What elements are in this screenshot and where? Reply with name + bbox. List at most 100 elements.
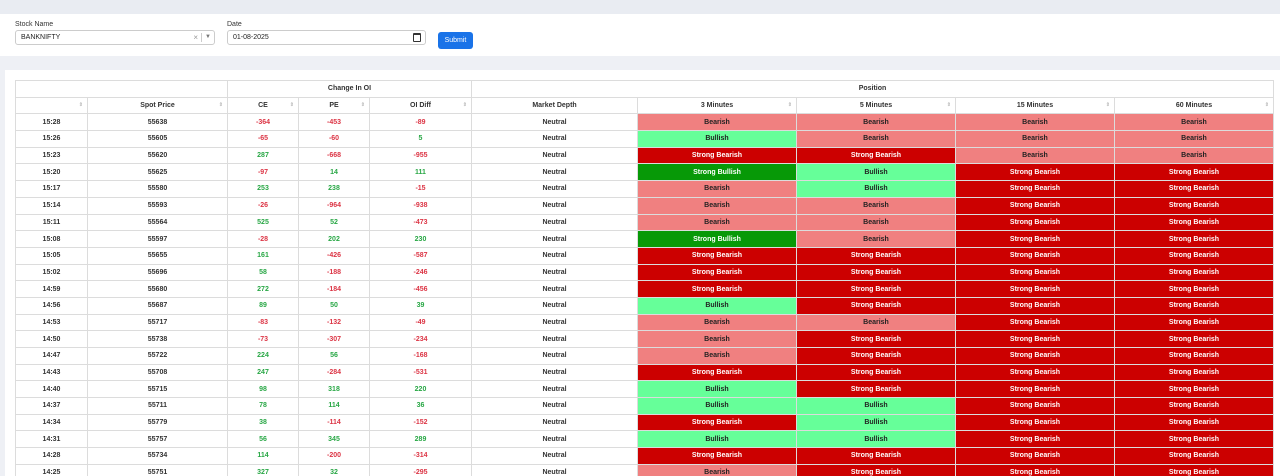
position-60min-cell: Strong Bearish [1114, 463, 1274, 476]
oi-diff-cell: -168 [369, 347, 472, 365]
position-5min-cell: Strong Bearish [796, 296, 956, 315]
table-row: 14:37 55711 78 114 36 Neutral Bullish Bullish St… [15, 397, 1274, 415]
clear-icon[interactable]: × [193, 33, 198, 42]
oi-diff-cell: -456 [369, 280, 472, 298]
position-15min-cell: Strong Bearish [955, 196, 1115, 215]
time-cell: 15:20 [15, 163, 88, 182]
col-header-60-minutes[interactable]: 60 Minutes ⇕ [1114, 96, 1274, 115]
col-header-spot-price[interactable]: Spot Price ⇕ [87, 96, 228, 115]
sort-icon[interactable]: ⇕ [462, 101, 467, 108]
group-header-row: Change In OI Position [15, 80, 1274, 98]
position-5min-cell: Bearish [796, 130, 956, 148]
position-3min-cell: Strong Bearish [637, 263, 797, 282]
market-depth-cell: Neutral [471, 296, 638, 315]
ce-cell: -364 [227, 113, 299, 132]
position-15min-cell: Bearish [955, 130, 1115, 148]
table-row: 15:26 55605 -65 -60 5 Neutral Bullish Bearish Be… [15, 130, 1274, 148]
position-60min-cell: Strong Bearish [1114, 263, 1274, 282]
position-5min-cell: Bullish [796, 180, 956, 198]
table-row: 14:43 55708 247 -284 -531 Neutral Strong Beari… [15, 363, 1274, 382]
table-body: 15:28 55638 -364 -453 -89 Neutral Bearish Beari… [15, 113, 1274, 476]
ce-cell: 224 [227, 347, 299, 365]
chevron-down-icon[interactable]: ▼ [205, 34, 211, 40]
pe-cell: -426 [298, 246, 370, 265]
position-15min-cell: Strong Bearish [955, 413, 1115, 432]
table-row: 14:53 55717 -83 -132 -49 Neutral Bearish Bearis… [15, 313, 1274, 332]
time-cell: 14:43 [15, 363, 88, 382]
market-depth-cell: Neutral [471, 447, 638, 465]
col-header-market-depth: Market Depth [471, 96, 638, 115]
market-depth-cell: Neutral [471, 196, 638, 215]
spot-price-cell: 55680 [87, 280, 228, 298]
sort-icon[interactable]: ⇕ [787, 101, 792, 108]
market-depth-cell: Neutral [471, 397, 638, 415]
ce-cell: 525 [227, 213, 299, 232]
position-5min-cell: Strong Bearish [796, 280, 956, 298]
pe-cell: -200 [298, 447, 370, 465]
table-row: 15:14 55593 -26 -964 -938 Neutral Bearish Beari… [15, 196, 1274, 215]
position-60min-cell: Strong Bearish [1114, 347, 1274, 365]
position-15min-cell: Strong Bearish [955, 246, 1115, 265]
col-header-ce[interactable]: CE ⇕ [227, 96, 299, 115]
position-3min-cell: Bullish [637, 296, 797, 315]
col-header-5-minutes[interactable]: 5 Minutes ⇕ [796, 96, 956, 115]
oi-diff-cell: -295 [369, 463, 472, 476]
time-cell: 15:08 [15, 230, 88, 248]
position-60min-cell: Strong Bearish [1114, 447, 1274, 465]
position-3min-cell: Bullish [637, 430, 797, 449]
position-60min-cell: Bearish [1114, 113, 1274, 132]
position-5min-cell: Bearish [796, 230, 956, 248]
stock-name-select[interactable]: BANKNIFTY × ▼ [15, 30, 215, 45]
sort-icon[interactable]: ⇕ [360, 101, 365, 108]
ce-cell: 272 [227, 280, 299, 298]
time-cell: 14:25 [15, 463, 88, 476]
group-header-change-in-oi: Change In OI [227, 80, 472, 98]
market-depth-cell: Neutral [471, 430, 638, 449]
sort-icon[interactable]: ⇕ [78, 101, 83, 108]
time-cell: 14:28 [15, 447, 88, 465]
position-60min-cell: Bearish [1114, 130, 1274, 148]
submit-button[interactable]: Submit [438, 32, 473, 49]
table-row: 14:59 55680 272 -184 -456 Neutral Strong Beari… [15, 280, 1274, 298]
position-5min-cell: Strong Bearish [796, 330, 956, 348]
oi-diff-cell: 111 [369, 163, 472, 182]
position-60min-cell: Strong Bearish [1114, 163, 1274, 182]
col-header-15-minutes[interactable]: 15 Minutes ⇕ [955, 96, 1115, 115]
position-3min-cell: Bearish [637, 213, 797, 232]
oi-diff-cell: -15 [369, 180, 472, 198]
column-header-row: ⇕ Spot Price ⇕ CE ⇕ PE ⇕ OI Diff ⇕ Market De… [15, 96, 1274, 115]
position-5min-cell: Strong Bearish [796, 380, 956, 399]
oi-diff-cell: 5 [369, 130, 472, 148]
sort-icon[interactable]: ⇕ [218, 101, 223, 108]
market-depth-cell: Neutral [471, 113, 638, 132]
pe-cell: 56 [298, 347, 370, 365]
sort-icon[interactable]: ⇕ [1264, 101, 1269, 108]
pe-cell: -453 [298, 113, 370, 132]
calendar-icon[interactable] [413, 33, 421, 42]
position-3min-cell: Bearish [637, 180, 797, 198]
position-15min-cell: Strong Bearish [955, 213, 1115, 232]
position-15min-cell: Strong Bearish [955, 280, 1115, 298]
position-15min-cell: Strong Bearish [955, 397, 1115, 415]
position-5min-cell: Strong Bearish [796, 363, 956, 382]
col-header-time[interactable]: ⇕ [15, 96, 88, 115]
col-header-3-minutes[interactable]: 3 Minutes ⇕ [637, 96, 797, 115]
col-header-pe[interactable]: PE ⇕ [298, 96, 370, 115]
spot-price-cell: 55605 [87, 130, 228, 148]
time-cell: 14:50 [15, 330, 88, 348]
sort-icon[interactable]: ⇕ [946, 101, 951, 108]
stock-name-value: BANKNIFTY [21, 34, 61, 41]
position-60min-cell: Strong Bearish [1114, 330, 1274, 348]
time-cell: 14:56 [15, 296, 88, 315]
date-input[interactable]: 01-08-2025 [227, 30, 426, 45]
sort-icon[interactable]: ⇕ [1105, 101, 1110, 108]
ce-cell: -97 [227, 163, 299, 182]
pe-cell: -668 [298, 146, 370, 165]
col-header-oi-diff[interactable]: OI Diff ⇕ [369, 96, 472, 115]
time-cell: 14:59 [15, 280, 88, 298]
spot-price-cell: 55625 [87, 163, 228, 182]
position-3min-cell: Bearish [637, 347, 797, 365]
ce-cell: 98 [227, 380, 299, 399]
filter-panel: Stock Name BANKNIFTY × ▼ Date 01-08-2025… [0, 14, 1280, 56]
sort-icon[interactable]: ⇕ [289, 101, 294, 108]
